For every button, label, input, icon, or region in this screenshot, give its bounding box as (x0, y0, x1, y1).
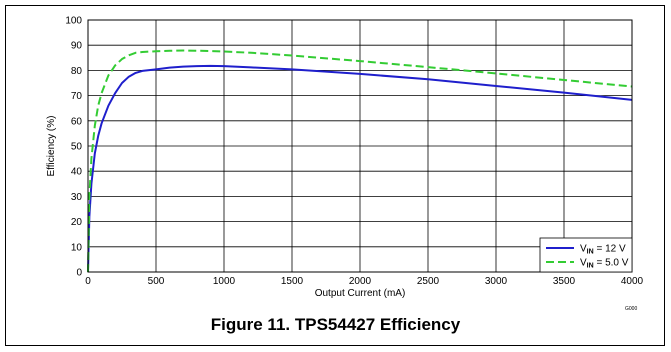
x-tick-label: 2500 (417, 276, 440, 287)
figure-code: G000 (625, 306, 638, 312)
x-tick-label: 500 (148, 276, 165, 287)
y-tick-label: 0 (76, 268, 82, 279)
legend-label-1: VIN = 5.0 V (580, 258, 629, 270)
legend: VIN = 12 V VIN = 5.0 V (539, 237, 633, 273)
x-tick-label: 1000 (213, 276, 236, 287)
y-tick-label: 80 (71, 66, 83, 77)
plot-border (87, 19, 633, 273)
y-tick-label: 100 (65, 16, 82, 27)
figure-caption: Figure 11. TPS54427 Efficiency (210, 315, 461, 334)
series-line-0 (87, 64, 633, 273)
x-tick-label: 2000 (349, 276, 372, 287)
y-tick-label: 70 (71, 91, 83, 102)
x-tick-label: 1500 (281, 276, 304, 287)
x-axis-label: Output Current (mA) (315, 288, 406, 299)
grid-lines (88, 20, 632, 272)
y-axis-label: Efficiency (%) (46, 116, 57, 177)
x-tick-label: 4000 (621, 276, 644, 287)
x-tick-label: 3500 (553, 276, 576, 287)
y-tick-label: 60 (71, 116, 83, 127)
legend-label-0: VIN = 12 V (580, 244, 626, 256)
axis-tick-labels: 0 500 1000 1500 2000 2500 3000 3500 4000 0 10 20 30 4… (65, 16, 643, 288)
x-tick-label: 0 (85, 276, 91, 287)
y-tick-label: 40 (71, 167, 83, 178)
y-tick-label: 20 (71, 217, 83, 228)
series-line-1 (87, 49, 633, 273)
y-tick-label: 10 (71, 242, 83, 253)
y-tick-label: 30 (71, 192, 83, 203)
series-lines (87, 49, 633, 273)
figure-frame (5, 5, 665, 346)
y-tick-label: 90 (71, 41, 83, 52)
x-tick-label: 3000 (485, 276, 508, 287)
y-tick-label: 50 (71, 142, 83, 153)
legend-box (539, 237, 633, 273)
